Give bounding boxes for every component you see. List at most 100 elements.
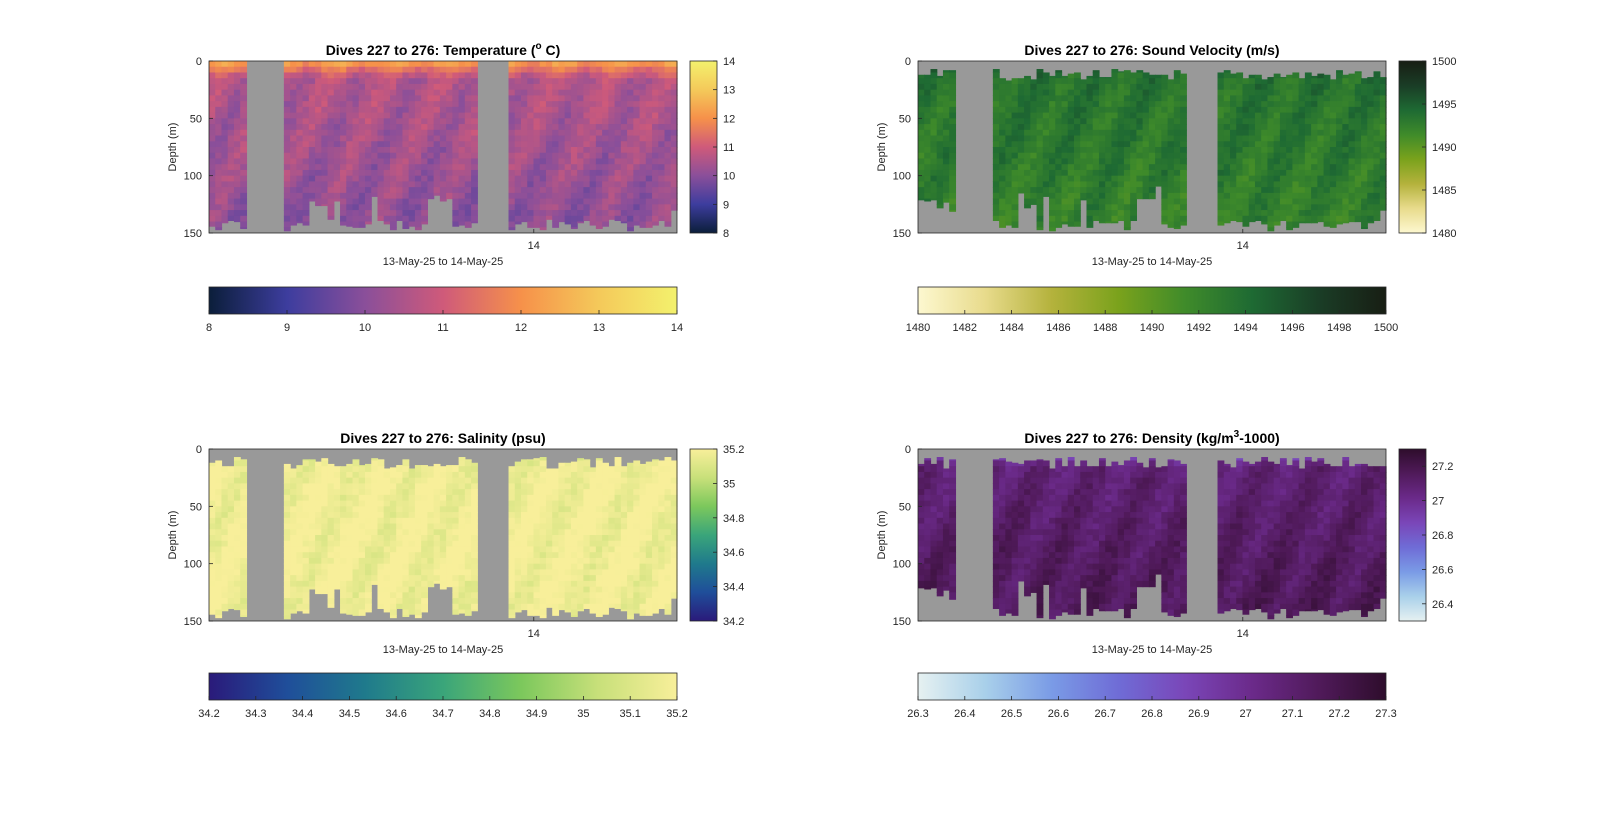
- heatmap-cell: [1061, 89, 1069, 96]
- heatmap-cell: [1279, 175, 1287, 182]
- heatmap-cell: [1236, 135, 1244, 142]
- heatmap-cell: [645, 135, 653, 142]
- heatmap-cell: [371, 552, 379, 559]
- heatmap-cell: [383, 468, 391, 473]
- heatmap-cell: [521, 210, 528, 217]
- heatmap-cell: [602, 147, 609, 154]
- heatmap-cell: [1017, 175, 1025, 182]
- heatmap-cell: [471, 523, 478, 530]
- heatmap-cell: [308, 169, 316, 177]
- heatmap-cell: [408, 192, 416, 200]
- heatmap-cell: [930, 78, 938, 85]
- heatmap-cell: [1348, 204, 1356, 211]
- heatmap-cell: [371, 124, 379, 131]
- heatmap-cell: [595, 124, 603, 131]
- heatmap-cell: [290, 66, 297, 74]
- heatmap-cell: [1098, 152, 1106, 160]
- heatmap-cell: [1117, 71, 1125, 74]
- heatmap-cell: [414, 215, 422, 223]
- heatmap-cell: [427, 466, 435, 473]
- heatmap-cell: [992, 129, 1000, 137]
- heatmap-cell: [627, 152, 634, 160]
- heatmap-cell: [658, 61, 666, 68]
- heatmap-cell: [1142, 101, 1150, 108]
- heatmap-cell: [936, 187, 944, 194]
- heatmap-cell: [595, 512, 603, 519]
- heatmap-cell: [633, 89, 641, 96]
- heatmap-cell: [365, 592, 372, 599]
- heatmap-cell: [1042, 135, 1050, 142]
- heatmap-cell: [1273, 124, 1281, 131]
- heatmap-cell: [1304, 101, 1312, 108]
- heatmap-cell: [215, 500, 223, 507]
- heatmap-cell: [1361, 187, 1368, 194]
- heatmap-cell: [614, 187, 622, 194]
- heatmap-cell: [539, 500, 547, 507]
- heatmap-cell: [290, 580, 297, 588]
- heatmap-cell: [315, 95, 322, 102]
- heatmap-cell: [377, 540, 385, 548]
- heatmap-cell: [577, 477, 584, 484]
- heatmap-cell: [1061, 147, 1069, 154]
- heatmap-cell: [1098, 101, 1106, 108]
- heatmap-cell: [1055, 221, 1063, 228]
- heatmap-cell: [458, 61, 466, 68]
- heatmap-cell: [564, 175, 572, 182]
- heatmap-cell: [583, 192, 591, 200]
- heatmap-cell: [664, 61, 672, 68]
- heatmap-cell: [670, 61, 678, 68]
- heatmap-cell: [508, 494, 516, 502]
- heatmap-cell: [296, 135, 304, 142]
- heatmap-cell: [533, 106, 541, 114]
- heatmap-cell: [371, 523, 379, 530]
- heatmap-cell: [290, 106, 297, 114]
- heatmap-cell: [433, 169, 441, 177]
- heatmap-cell: [1267, 129, 1275, 137]
- heatmap-cell: [308, 471, 316, 479]
- heatmap-cell: [992, 106, 1000, 114]
- heatmap-cell: [352, 506, 360, 513]
- heatmap-cell: [414, 112, 422, 119]
- heatmap-cell: [664, 158, 672, 165]
- heatmap-cell: [508, 609, 516, 616]
- heatmap-cell: [327, 61, 335, 68]
- heatmap-cell: [614, 95, 622, 102]
- heatmap-cell: [595, 101, 603, 108]
- heatmap-cell: [1148, 129, 1156, 137]
- heatmap-cell: [930, 83, 938, 91]
- heatmap-cell: [1180, 118, 1187, 125]
- heatmap-cell: [1180, 147, 1187, 154]
- heatmap-cell: [999, 101, 1006, 108]
- heatmap-cell: [458, 609, 466, 614]
- heatmap-cell: [389, 489, 397, 496]
- heatmap-cell: [1304, 106, 1312, 114]
- heatmap-cell: [1024, 101, 1031, 108]
- heatmap-cell: [1329, 221, 1337, 228]
- heatmap-cell: [570, 477, 578, 484]
- heatmap-cell: [1217, 124, 1225, 131]
- heatmap-cell: [408, 512, 416, 519]
- heatmap-cell: [1261, 215, 1269, 223]
- heatmap-cell: [589, 129, 597, 137]
- heatmap-cell: [1074, 101, 1081, 108]
- heatmap-cell: [1361, 169, 1368, 177]
- heatmap-cell: [377, 552, 385, 559]
- heatmap-cell: [1254, 204, 1262, 211]
- heatmap-cell: [327, 72, 335, 79]
- heatmap-cell: [1217, 164, 1225, 171]
- heatmap-cell: [1123, 187, 1131, 194]
- heatmap-cell: [408, 468, 416, 473]
- heatmap-cell: [389, 563, 397, 570]
- heatmap-cell: [352, 603, 360, 611]
- heatmap-cell: [583, 586, 591, 593]
- heatmap-cell: [333, 175, 341, 182]
- heatmap-cell: [949, 95, 957, 102]
- heatmap-cell: [1286, 164, 1293, 171]
- heatmap-cell: [427, 181, 435, 188]
- heatmap-cell: [471, 598, 478, 605]
- bottom-colorbar-tick-label: 1482: [953, 322, 977, 334]
- heatmap-cell: [508, 164, 516, 171]
- heatmap-cell: [414, 575, 422, 582]
- heatmap-cell: [371, 466, 379, 473]
- heatmap-cell: [658, 72, 666, 79]
